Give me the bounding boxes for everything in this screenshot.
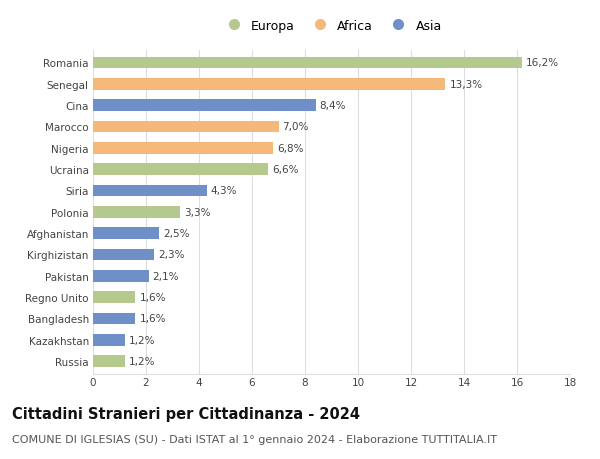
- Text: 1,6%: 1,6%: [139, 314, 166, 324]
- Text: 8,4%: 8,4%: [320, 101, 346, 111]
- Text: 1,2%: 1,2%: [129, 335, 155, 345]
- Text: 2,5%: 2,5%: [163, 229, 190, 239]
- Text: 3,3%: 3,3%: [184, 207, 211, 217]
- Text: 1,6%: 1,6%: [139, 292, 166, 302]
- Bar: [93, 355, 125, 367]
- Bar: [93, 143, 273, 154]
- Bar: [93, 185, 207, 197]
- Text: 6,8%: 6,8%: [277, 143, 304, 153]
- Text: 7,0%: 7,0%: [283, 122, 309, 132]
- Bar: [93, 228, 159, 240]
- Text: 1,2%: 1,2%: [129, 356, 155, 366]
- Bar: [93, 78, 445, 90]
- Text: 2,3%: 2,3%: [158, 250, 184, 260]
- Text: Cittadini Stranieri per Cittadinanza - 2024: Cittadini Stranieri per Cittadinanza - 2…: [12, 406, 360, 421]
- Bar: [93, 270, 149, 282]
- Bar: [93, 291, 136, 303]
- Text: 4,3%: 4,3%: [211, 186, 238, 196]
- Bar: [93, 207, 181, 218]
- Bar: [93, 100, 316, 112]
- Bar: [93, 57, 522, 69]
- Bar: [93, 121, 278, 133]
- Text: 13,3%: 13,3%: [449, 79, 482, 90]
- Bar: [93, 249, 154, 261]
- Text: 2,1%: 2,1%: [152, 271, 179, 281]
- Legend: Europa, Africa, Asia: Europa, Africa, Asia: [216, 15, 447, 38]
- Bar: [93, 313, 136, 325]
- Text: COMUNE DI IGLESIAS (SU) - Dati ISTAT al 1° gennaio 2024 - Elaborazione TUTTITALI: COMUNE DI IGLESIAS (SU) - Dati ISTAT al …: [12, 434, 497, 444]
- Text: 6,6%: 6,6%: [272, 165, 298, 175]
- Bar: [93, 334, 125, 346]
- Bar: [93, 164, 268, 175]
- Text: 16,2%: 16,2%: [526, 58, 559, 68]
